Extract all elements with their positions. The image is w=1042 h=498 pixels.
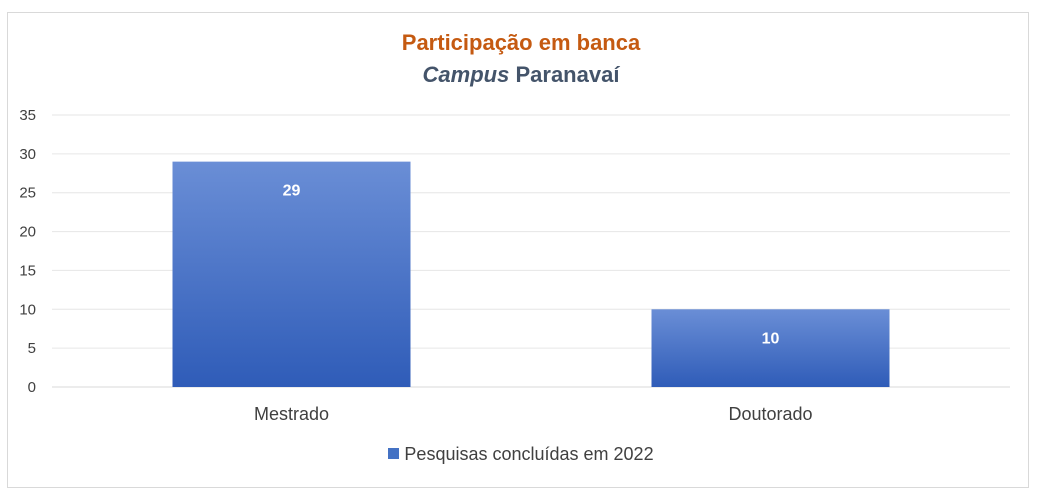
data-label: 29 bbox=[283, 183, 301, 200]
y-tick-label: 30 bbox=[19, 146, 36, 163]
x-tick-label: Mestrado bbox=[254, 404, 329, 424]
data-label: 10 bbox=[762, 330, 780, 347]
y-axis: 0 5 10 15 20 25 30 35 bbox=[19, 107, 36, 396]
bars: 29 10 bbox=[172, 161, 890, 387]
y-tick-label: 15 bbox=[19, 262, 36, 279]
bar-doutorado bbox=[651, 309, 890, 387]
chart-subtitle-rest: Paranavaí bbox=[515, 62, 620, 87]
y-tick-label: 10 bbox=[19, 301, 36, 318]
y-tick-label: 35 bbox=[19, 107, 36, 124]
y-tick-label: 0 bbox=[28, 379, 36, 396]
y-tick-label: 20 bbox=[19, 224, 36, 241]
legend-label: Pesquisas concluídas em 2022 bbox=[404, 444, 654, 464]
legend-swatch bbox=[388, 448, 400, 459]
y-tick-label: 25 bbox=[19, 185, 36, 202]
y-tick-label: 5 bbox=[28, 340, 36, 357]
chart-subtitle-italic: Campus bbox=[422, 62, 510, 87]
x-tick-label: Doutorado bbox=[728, 404, 812, 424]
chart-subtitle: Campus Paranavaí bbox=[0, 62, 1042, 88]
bar-mestrado bbox=[172, 161, 411, 387]
chart-title: Participação em banca bbox=[401, 30, 641, 55]
legend: Pesquisas concluídas em 2022 bbox=[0, 444, 1042, 465]
x-axis: Mestrado Doutorado bbox=[254, 404, 813, 424]
